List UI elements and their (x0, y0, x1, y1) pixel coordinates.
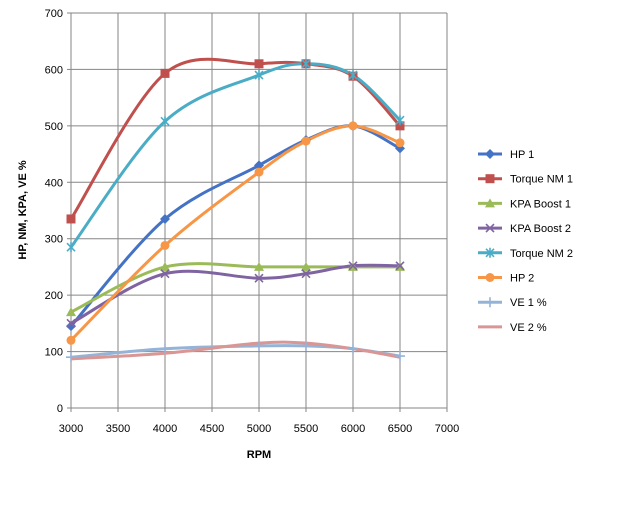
legend-label: KPA Boost 2 (510, 223, 571, 235)
legend-label: VE 2 % (510, 322, 547, 334)
x-tick-label: 3500 (106, 423, 130, 435)
x-tick-label: 6500 (388, 423, 412, 435)
y-tick-label: 200 (45, 290, 63, 302)
data-point (254, 261, 264, 271)
legend-marker (485, 297, 495, 308)
data-point (160, 240, 170, 250)
legend-marker (485, 149, 495, 159)
x-tick-label: 5500 (294, 423, 318, 435)
data-point (160, 213, 170, 224)
series-lines (69, 57, 402, 361)
data-point (348, 121, 358, 131)
data-point (348, 343, 358, 354)
legend-label: HP 2 (510, 273, 534, 285)
y-tick-label: 400 (45, 177, 63, 189)
legend-label: HP 1 (510, 149, 534, 161)
data-point (301, 58, 311, 69)
data-point (348, 261, 358, 271)
series-line (69, 124, 401, 342)
data-point (254, 160, 264, 171)
series-line (69, 124, 401, 328)
legend-entry: KPA Boost 1 (478, 198, 571, 210)
series-line (70, 263, 401, 325)
data-point (66, 307, 76, 317)
data-point (254, 340, 264, 351)
y-axis-title: HP, NM, KPA, VE % (17, 160, 29, 259)
legend: HP 1 Torque NM 1 KPA Boost 1 KPA Boost 2 Tor… (478, 149, 573, 334)
legend-marker (485, 247, 495, 258)
data-point (160, 343, 170, 354)
legend-label: KPA Boost 1 (510, 198, 571, 210)
y-tick-label: 0 (57, 403, 63, 415)
data-point (301, 261, 311, 271)
data-point (160, 68, 170, 78)
data-point (66, 318, 76, 328)
data-point (301, 136, 311, 146)
x-axis-title: RPM (247, 449, 271, 461)
x-tick-label: 7000 (435, 423, 459, 435)
x-tick-label: 6000 (341, 423, 365, 435)
y-tick-label: 500 (45, 121, 63, 133)
x-tick-label: 4500 (200, 423, 224, 435)
data-point (66, 352, 76, 363)
data-point (348, 70, 358, 81)
data-point (395, 351, 405, 362)
legend-marker (485, 174, 495, 184)
x-tick-label: 3000 (59, 423, 83, 435)
series-line (70, 340, 401, 361)
x-tick-label: 5000 (247, 423, 271, 435)
y-tick-label: 600 (45, 64, 63, 76)
y-tick-label: 100 (45, 347, 63, 359)
data-point (160, 261, 170, 271)
legend-marker (485, 198, 495, 208)
legend-label: Torque NM 1 (510, 174, 573, 186)
data-point (254, 59, 264, 69)
legend-entry: HP 1 (478, 149, 534, 161)
data-point (301, 340, 311, 351)
legend-label: VE 1 % (510, 297, 547, 309)
legend-marker (485, 273, 495, 282)
data-point (395, 261, 405, 271)
data-point (66, 335, 76, 345)
legend-entry: Torque NM 2 (478, 248, 573, 260)
data-point (395, 121, 405, 131)
tick-labels: 0 100 200 300 400 500 600 700 3000 3500 4000 4500 50… (45, 8, 460, 435)
legend-label: Torque NM 2 (510, 248, 573, 260)
data-point (66, 242, 76, 253)
legend-entry: HP 2 (478, 273, 534, 285)
data-point (66, 321, 76, 332)
series-line (69, 62, 402, 249)
data-point (160, 116, 170, 127)
data-point (66, 214, 76, 224)
data-point (301, 269, 311, 279)
data-point (254, 167, 264, 177)
data-point (254, 273, 264, 283)
data-point (160, 269, 170, 279)
legend-entry: Torque NM 1 (478, 174, 573, 186)
legend-marker (485, 223, 495, 233)
legend-entry: KPA Boost 2 (478, 223, 571, 235)
x-tick-label: 4000 (153, 423, 177, 435)
legend-entry: VE 1 % (478, 297, 547, 309)
data-point (254, 70, 264, 81)
y-tick-label: 300 (45, 234, 63, 246)
series-markers (66, 58, 405, 363)
data-point (395, 138, 405, 148)
y-tick-label: 700 (45, 8, 63, 20)
legend-entry: VE 2 % (478, 322, 547, 334)
data-point (395, 115, 405, 126)
